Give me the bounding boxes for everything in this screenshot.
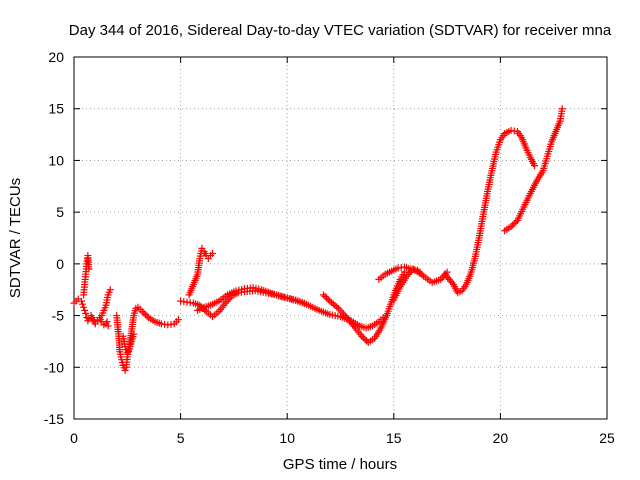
x-tick-label: 5 (177, 430, 185, 446)
y-tick-label: 0 (56, 256, 64, 272)
x-tick-label: 15 (386, 430, 402, 446)
y-tick-label: 10 (48, 152, 64, 168)
series-1 (80, 252, 93, 299)
x-tick-labels: 0 5 10 15 20 25 (70, 430, 615, 446)
data-point (130, 330, 138, 338)
data-point (531, 162, 539, 170)
data-point-fill (448, 279, 456, 287)
data-point (80, 303, 88, 311)
data-point (138, 307, 146, 315)
data-point (106, 286, 114, 294)
data-point-fill (223, 297, 231, 305)
series-9 (375, 263, 451, 286)
data-point (77, 297, 85, 305)
series-12 (501, 105, 566, 235)
x-tick-label: 10 (279, 430, 295, 446)
data-point (415, 269, 423, 277)
data-point (121, 366, 129, 374)
axis-ticks (73, 56, 608, 420)
data-point-fill (512, 218, 520, 226)
series-6 (185, 244, 217, 299)
data-point-fill (141, 311, 149, 319)
data-point (300, 299, 308, 307)
y-tick-label: 20 (48, 49, 64, 65)
data-point-fill (143, 312, 151, 320)
y-tick-label: 5 (56, 204, 64, 220)
data-point (358, 332, 366, 340)
x-tick-label: 20 (493, 430, 509, 446)
x-tick-label: 25 (599, 430, 615, 446)
series-0 (70, 295, 112, 330)
series-8 (319, 268, 408, 346)
data-point-fill (140, 309, 148, 317)
data-point-fill (350, 322, 358, 330)
data-point (507, 223, 515, 231)
data-point (558, 105, 566, 113)
y-tick-labels: -15 -10 -5 0 5 10 15 20 (44, 49, 64, 427)
data-point-fill (333, 303, 341, 311)
data-point-fill (361, 335, 369, 343)
series-2 (98, 286, 114, 320)
plot-frame (73, 56, 608, 420)
chart-title: Day 344 of 2016, Sidereal Day-to-day VTE… (69, 22, 612, 39)
y-axis-label: SDTVAR / TECUs (7, 178, 24, 298)
data-point-fill (510, 220, 518, 228)
y-tick-label: -10 (44, 359, 64, 375)
y-tick-label: 15 (48, 101, 64, 117)
data-point-fill (81, 306, 89, 314)
data-point (209, 250, 217, 258)
data-point-fill (321, 292, 329, 300)
data-point-fill (225, 296, 233, 304)
data-point (319, 291, 327, 299)
data-point (85, 265, 93, 273)
data-point (103, 318, 111, 326)
data-point-fill (323, 294, 331, 302)
x-axis-label: GPS time / hours (283, 456, 397, 473)
series-11 (441, 126, 539, 297)
data-point-fill (359, 334, 367, 342)
x-tick-label: 0 (70, 430, 78, 446)
data-point-fill (79, 300, 87, 308)
data-point-fill (324, 296, 332, 304)
data-points (70, 105, 566, 374)
data-point (174, 316, 182, 324)
data-point (104, 322, 112, 330)
series-7 (194, 284, 308, 314)
series-10 (390, 265, 423, 304)
data-point-fill (509, 221, 517, 229)
grid (74, 57, 607, 419)
data-point (82, 310, 90, 318)
y-tick-label: -15 (44, 411, 64, 427)
y-tick-label: -5 (52, 308, 65, 324)
series-4 (119, 330, 138, 357)
